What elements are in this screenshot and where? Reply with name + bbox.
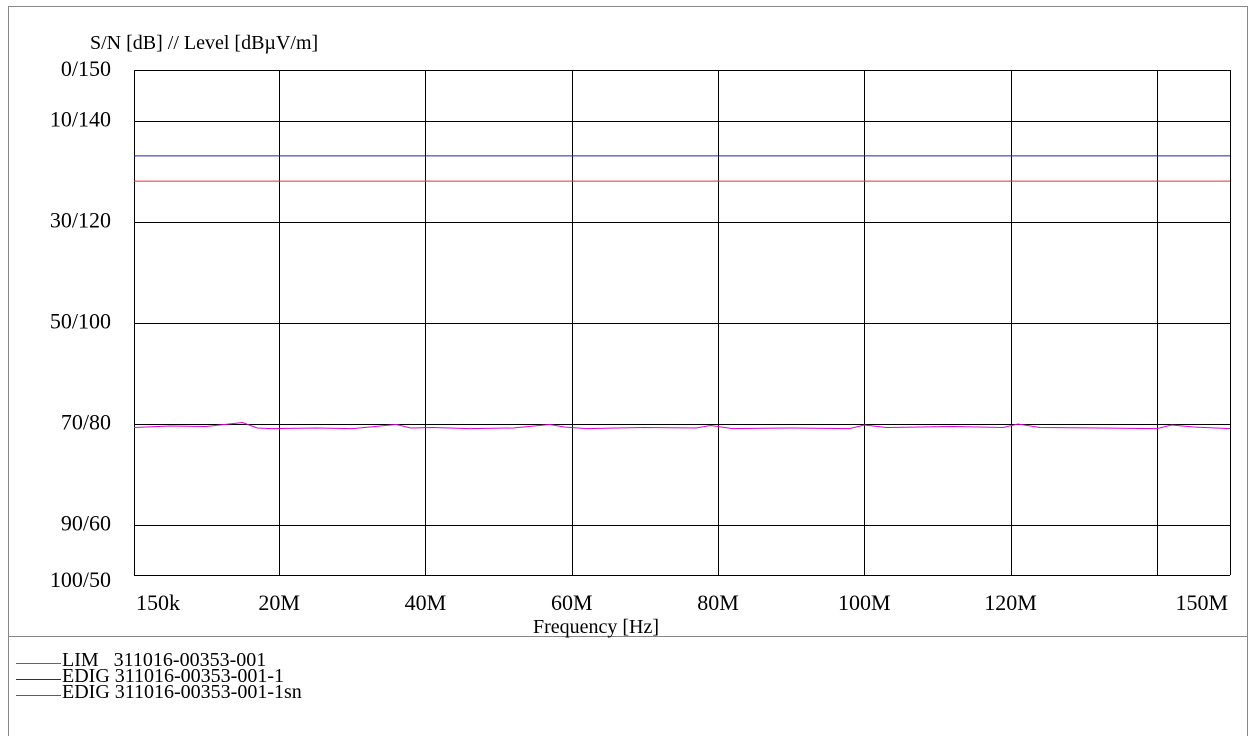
legend-label: LIM 311016-00353-001	[62, 649, 267, 671]
x-tick-label: 100M	[838, 590, 891, 615]
x-tick-label: 150k	[136, 590, 180, 615]
x-axis-label: Frequency [Hz]	[533, 616, 659, 638]
x-tick-label: 40M	[405, 590, 447, 615]
x-tick-label: 60M	[551, 590, 593, 615]
legend-swatch	[16, 663, 61, 664]
y-tick-label: 30/120	[50, 208, 111, 233]
x-tick-label: 120M	[984, 590, 1037, 615]
legend-divider	[8, 636, 1248, 637]
y-tick-label: 10/140	[50, 107, 111, 132]
x-tick-labels: 150k 20M 40M 60M 80M 100M 120M 150M	[136, 590, 1228, 615]
y-tick-label: 0/150	[61, 56, 111, 81]
y-tick-label: 90/60	[61, 511, 111, 536]
x-tick-label: 150M	[1175, 590, 1228, 615]
y-tick-label: 50/100	[50, 309, 111, 334]
legend-swatch	[16, 695, 61, 696]
grid	[134, 70, 1231, 576]
y-tick-labels: 0/150 10/140 30/120 50/100 70/80 90/60 100/50	[50, 56, 111, 592]
chart-frame	[8, 6, 1248, 736]
y-axis-label: S/N [dB] // Level [dBµV/m]	[90, 32, 318, 54]
y-tick-label: 70/80	[61, 410, 111, 435]
series-line-3	[133, 421, 1231, 430]
series-group	[133, 155, 1231, 430]
x-tick-label: 20M	[258, 590, 300, 615]
x-tick-label: 80M	[697, 590, 739, 615]
chart: 0/15010/14030/12050/10070/8090/60100/50 …	[50, 32, 1231, 638]
legend-label: EDIG 311016-00353-001-1	[62, 665, 285, 687]
y-tick-label: 100/50	[50, 567, 111, 592]
legend-swatch	[16, 679, 61, 680]
legend-label: EDIG 311016-00353-001-1sn	[62, 681, 302, 703]
